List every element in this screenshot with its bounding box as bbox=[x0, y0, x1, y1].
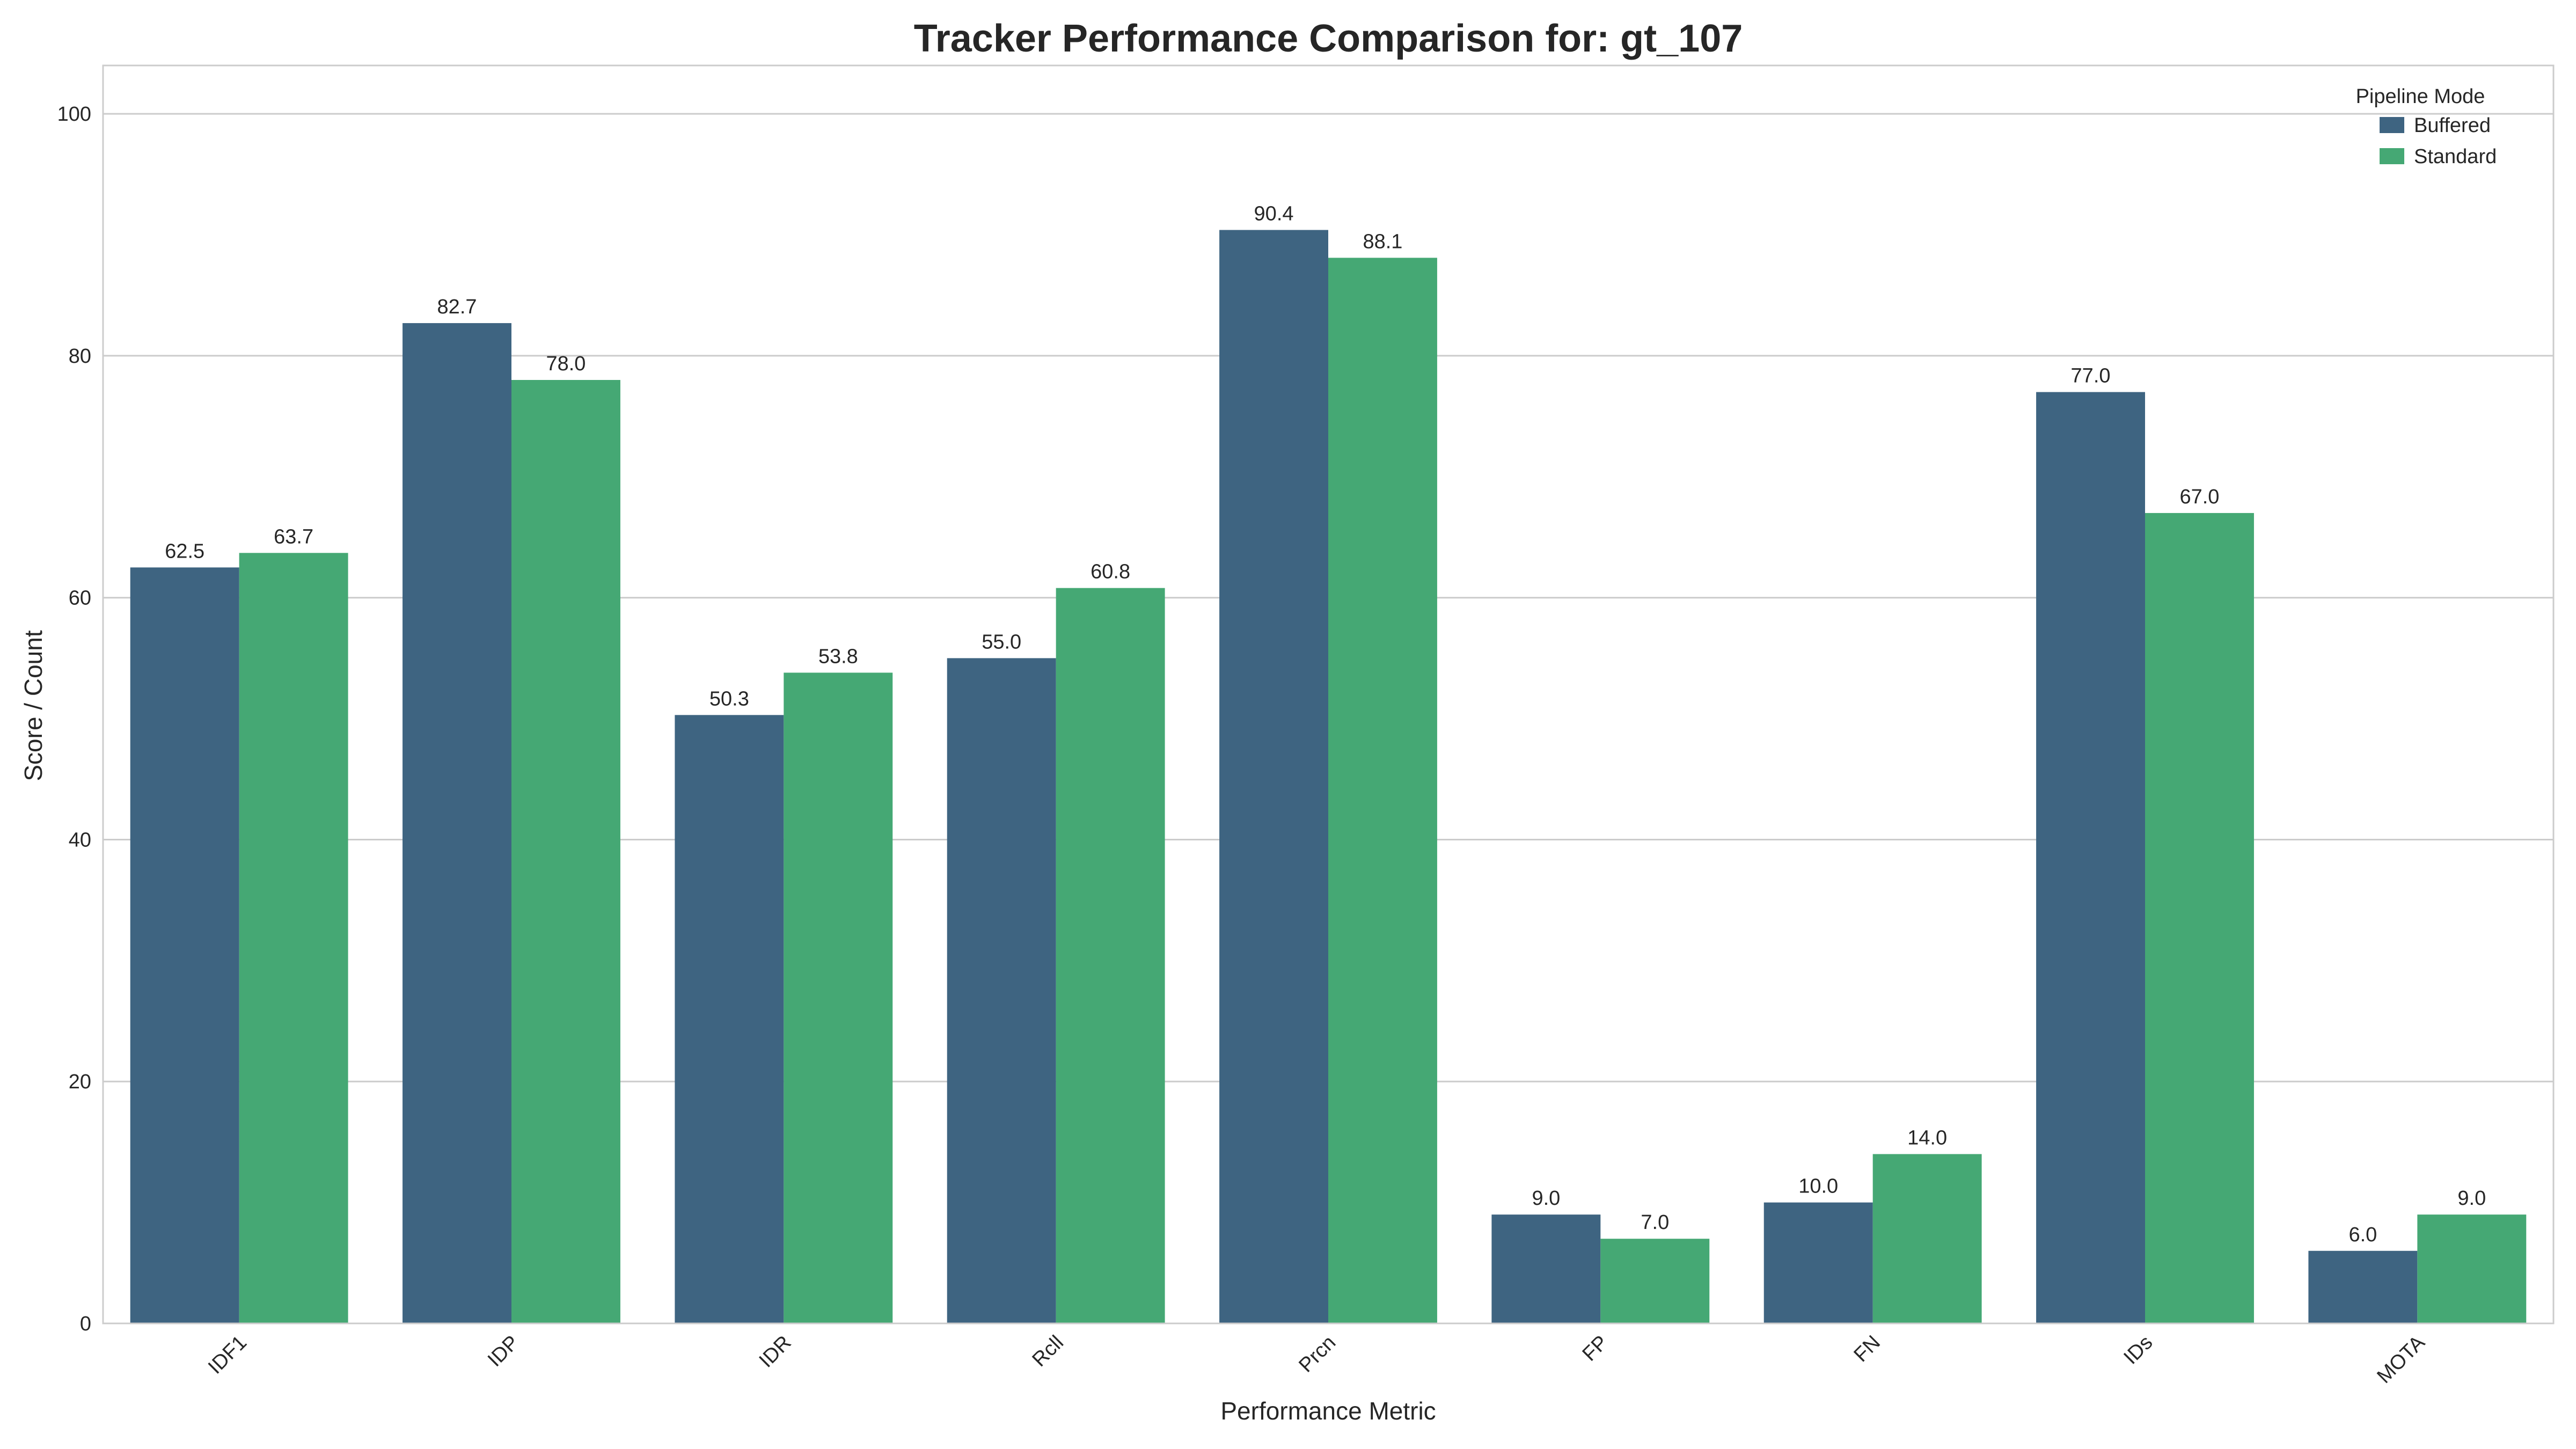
value-label: 82.7 bbox=[437, 296, 477, 318]
y-tick-label: 100 bbox=[57, 103, 91, 126]
legend-label-standard: Standard bbox=[2414, 145, 2497, 168]
y-tick-label: 20 bbox=[69, 1071, 91, 1093]
value-label: 50.3 bbox=[709, 687, 749, 710]
y-axis-label: Score / Count bbox=[19, 630, 47, 781]
x-axis-label: Performance Metric bbox=[1220, 1397, 1436, 1425]
value-label: 62.5 bbox=[165, 540, 204, 562]
value-labels: 62.5 63.7 82.7 78.0 50.3 53.8 55.0 60.8 90.4 88.1… bbox=[165, 203, 2486, 1246]
bars bbox=[130, 230, 2527, 1323]
value-label: 7.0 bbox=[1641, 1211, 1669, 1234]
legend-label-buffered: Buffered bbox=[2414, 114, 2491, 137]
y-tick-label: 80 bbox=[69, 345, 91, 368]
plot-frame bbox=[102, 64, 2555, 1324]
legend-swatch-buffered bbox=[2380, 117, 2404, 133]
bar-standard-idf1 bbox=[239, 553, 348, 1323]
value-label: 90.4 bbox=[1254, 203, 1294, 225]
value-label: 6.0 bbox=[2348, 1224, 2377, 1246]
bar-buffered-idf1 bbox=[130, 567, 239, 1323]
chart-title: Tracker Performance Comparison for: gt_1… bbox=[914, 17, 1743, 60]
bar-standard-idp bbox=[511, 380, 620, 1323]
bar-buffered-ids bbox=[2036, 392, 2145, 1323]
y-tick-label: 40 bbox=[69, 829, 91, 851]
bar-standard-fn bbox=[1872, 1154, 1982, 1323]
legend-items: Buffered Standard bbox=[2380, 114, 2497, 168]
bar-buffered-rcll bbox=[947, 658, 1056, 1323]
bar-standard-rcll bbox=[1056, 588, 1165, 1323]
value-label: 63.7 bbox=[274, 525, 313, 548]
value-label: 14.0 bbox=[1907, 1126, 1947, 1149]
bar-buffered-fn bbox=[1763, 1202, 1873, 1323]
value-label: 10.0 bbox=[1798, 1175, 1838, 1198]
bar-standard-ids bbox=[2145, 513, 2254, 1323]
y-tick-label: 60 bbox=[69, 587, 91, 610]
bar-buffered-prcn bbox=[1219, 230, 1328, 1323]
bar-buffered-idr bbox=[675, 715, 784, 1323]
bar-buffered-idp bbox=[402, 323, 511, 1323]
value-label: 78.0 bbox=[546, 353, 586, 375]
bar-standard-prcn bbox=[1328, 258, 1437, 1323]
value-label: 53.8 bbox=[818, 645, 858, 668]
bar-buffered-mota bbox=[2308, 1250, 2418, 1323]
legend-title: Pipeline Mode bbox=[2356, 85, 2485, 108]
bar-standard-mota bbox=[2417, 1214, 2527, 1323]
value-label: 88.1 bbox=[1363, 230, 1402, 253]
legend-swatch-standard bbox=[2380, 148, 2404, 164]
legend: Pipeline Mode Buffered Standard bbox=[2356, 85, 2497, 168]
value-label: 9.0 bbox=[1532, 1187, 1560, 1210]
bar-standard-fp bbox=[1600, 1239, 1710, 1323]
value-label: 55.0 bbox=[982, 631, 1021, 653]
bar-standard-idr bbox=[784, 672, 893, 1323]
value-label: 9.0 bbox=[2457, 1187, 2486, 1210]
value-label: 67.0 bbox=[2179, 486, 2219, 508]
y-axis-ticks: 0 20 40 60 80 100 bbox=[57, 103, 91, 1335]
bar-buffered-fp bbox=[1491, 1214, 1601, 1323]
value-label: 77.0 bbox=[2071, 365, 2111, 387]
y-tick-label: 0 bbox=[80, 1313, 91, 1335]
value-label: 60.8 bbox=[1091, 561, 1130, 583]
